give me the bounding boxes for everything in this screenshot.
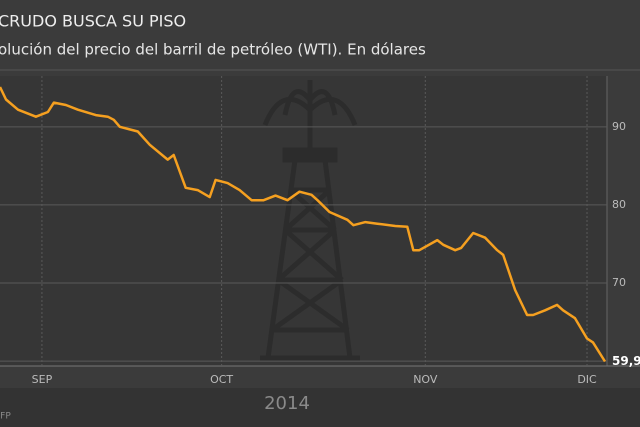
y-tick-label: 90 xyxy=(612,120,626,133)
footer-band xyxy=(0,388,640,427)
y-tick-label: 70 xyxy=(612,276,626,289)
x-axis-label: 2014 xyxy=(264,393,310,414)
chart-title: CRUDO BUSCA SU PISO xyxy=(0,12,186,31)
y-tick-label: 80 xyxy=(612,198,626,211)
x-tick-label: SEP xyxy=(32,373,53,386)
price-line xyxy=(0,86,607,363)
chart-subtitle: olución del precio del barril de petróle… xyxy=(0,41,426,59)
derrick-icon xyxy=(260,80,360,361)
x-tick-label: NOV xyxy=(413,373,438,386)
plot-area xyxy=(0,76,607,366)
x-tick-label: DIC xyxy=(577,373,597,386)
last-value-label: 59,9 xyxy=(612,354,640,368)
source: AFP xyxy=(0,412,11,422)
x-tick-label: OCT xyxy=(210,373,233,386)
